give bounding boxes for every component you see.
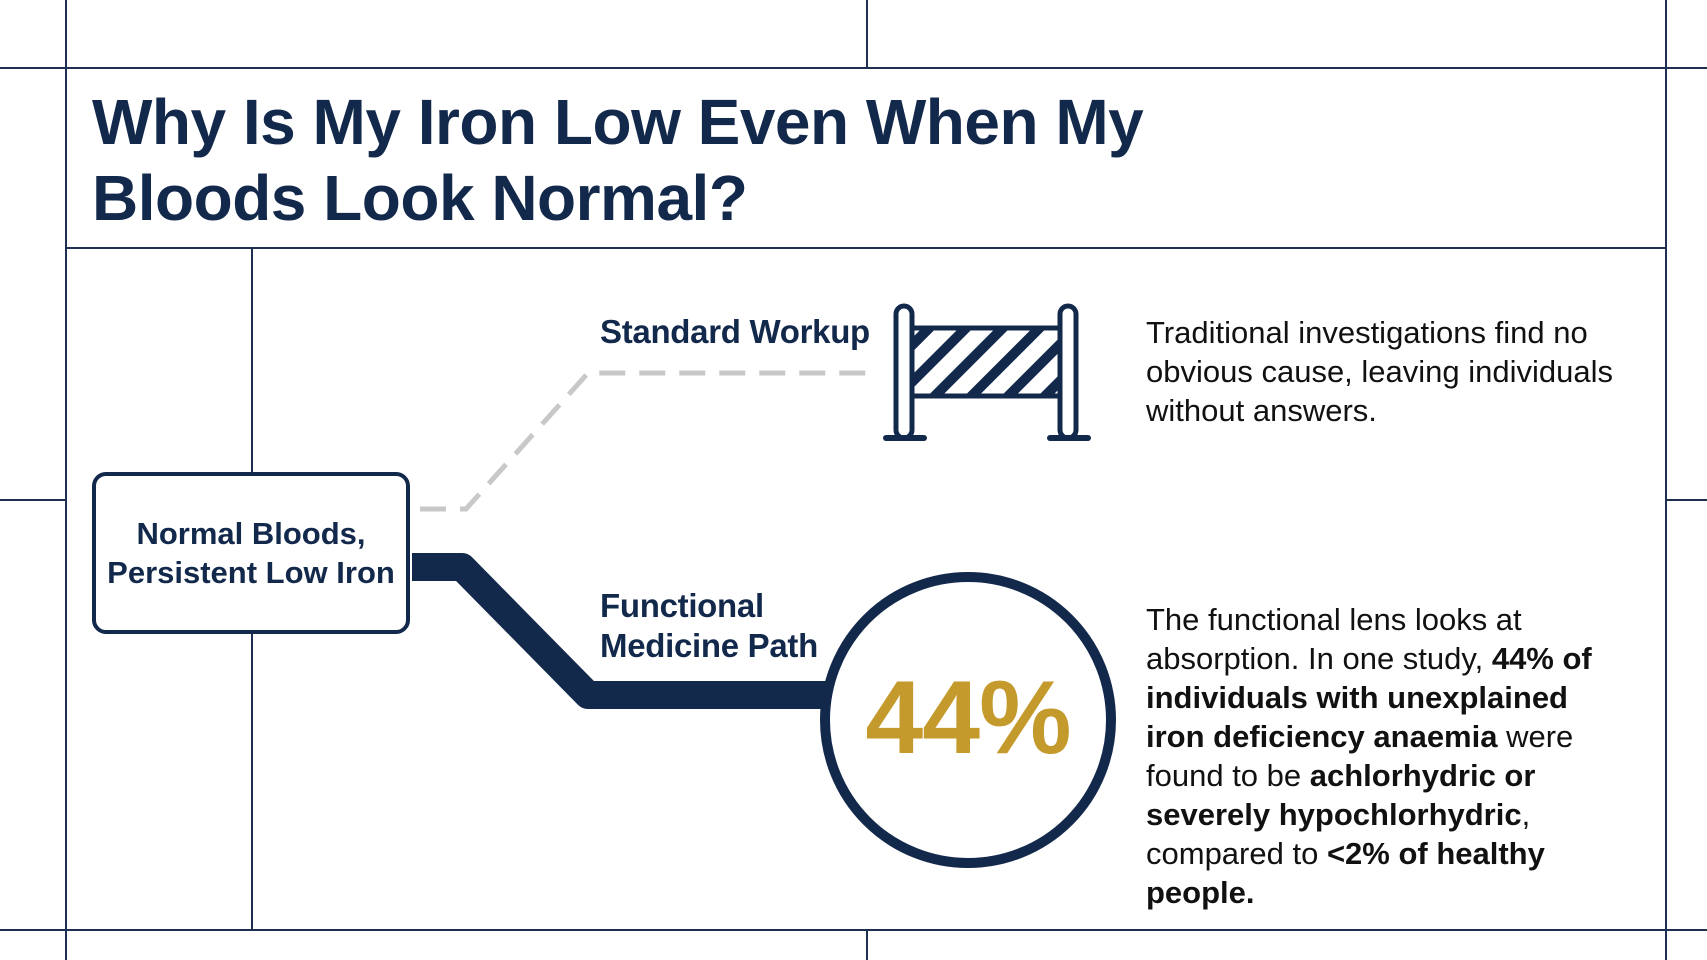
stat-circle bbox=[820, 572, 1116, 868]
description-text: The functional lens looks at absorption.… bbox=[1146, 602, 1522, 676]
description-highlight: <2% of healthy people. bbox=[1146, 836, 1545, 910]
barrier-icon bbox=[883, 303, 1091, 441]
standard-path-connector bbox=[420, 370, 874, 512]
source-node-line2: Persistent Low Iron bbox=[107, 555, 395, 590]
functional-path-label: Functional Medicine Path bbox=[600, 587, 818, 664]
standard-path-description: Traditional investigations find no obvio… bbox=[1146, 315, 1614, 428]
functional-path-description: The functional lens looks at absorption.… bbox=[1146, 600, 1626, 912]
description-text: were found to be bbox=[1146, 719, 1574, 793]
description-highlight: 44% of individuals with unexplained iron… bbox=[1146, 641, 1592, 754]
source-node-line1: Normal Bloods, bbox=[136, 516, 366, 551]
functional-path-connector bbox=[412, 553, 830, 709]
source-node: Normal Bloods, Persistent Low Iron bbox=[92, 472, 410, 634]
standard-path-label: Standard Workup bbox=[600, 313, 870, 350]
stat-value: 44% bbox=[865, 660, 1071, 776]
page-title: Why Is My Iron Low Even When My Bloods L… bbox=[92, 86, 1144, 234]
description-text: , compared to bbox=[1146, 797, 1531, 871]
description-highlight: achlorhydric or severely hypochlorhydric bbox=[1146, 758, 1536, 832]
